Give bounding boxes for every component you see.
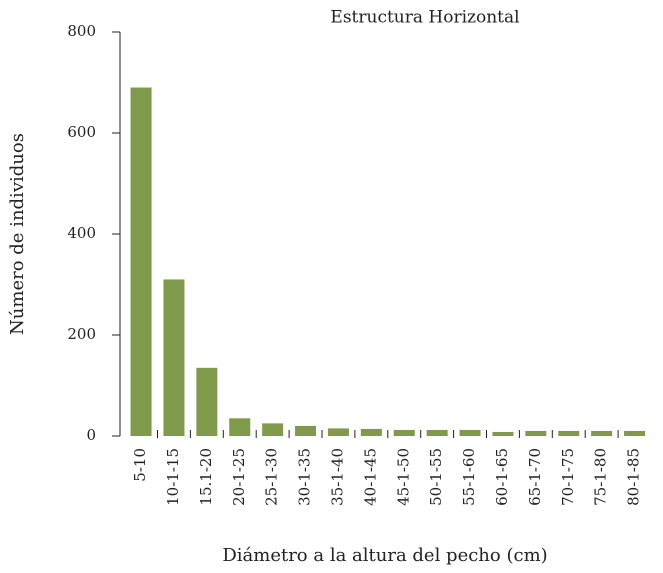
x-tick-label: 75-1-80 (592, 448, 610, 506)
bar (327, 428, 349, 436)
bar (130, 87, 152, 437)
x-tick-label: 5-10 (131, 448, 149, 482)
bar (426, 429, 448, 436)
y-tick-label: 0 (86, 426, 96, 444)
bar (492, 431, 514, 436)
x-axis-label: Diámetro a la altura del pecho (cm) (222, 545, 547, 566)
x-tick-label: 15.1-20 (197, 448, 215, 506)
x-tick-label: 25-1-30 (263, 448, 281, 506)
bar (558, 430, 580, 436)
x-tick-label: 60-1-65 (493, 448, 511, 506)
x-tick-label: 70-1-75 (559, 448, 577, 506)
x-tick-label: 20-1-25 (230, 448, 248, 506)
x-tick-label: 45-1-50 (394, 448, 412, 506)
x-tick-label: 40-1-45 (361, 448, 379, 506)
bar (262, 423, 284, 436)
y-tick-label: 600 (67, 123, 96, 141)
bar (459, 429, 481, 436)
bar (624, 430, 646, 436)
bar (393, 429, 415, 436)
x-tick-label: 80-1-85 (625, 448, 643, 506)
bar (229, 418, 251, 436)
x-tick-label: 55-1-60 (460, 448, 478, 506)
x-tick-label: 65-1-70 (526, 448, 544, 506)
x-tick-label: 35-1-40 (328, 448, 346, 506)
bar (360, 428, 382, 436)
bar (525, 430, 547, 436)
y-axis-label: Número de individuos (7, 133, 28, 335)
bar (591, 430, 613, 436)
y-tick-label: 200 (67, 325, 96, 343)
y-tick-label: 800 (67, 22, 96, 40)
bar (196, 367, 218, 436)
x-tick-label: 10-1-15 (164, 448, 182, 506)
chart-title: Estructura Horizontal (330, 8, 519, 28)
x-tick-label: 50-1-55 (427, 448, 445, 506)
bar (295, 425, 317, 436)
y-tick-label: 400 (67, 224, 96, 242)
x-tick-label: 30-1-35 (296, 448, 314, 506)
bar (163, 279, 185, 436)
